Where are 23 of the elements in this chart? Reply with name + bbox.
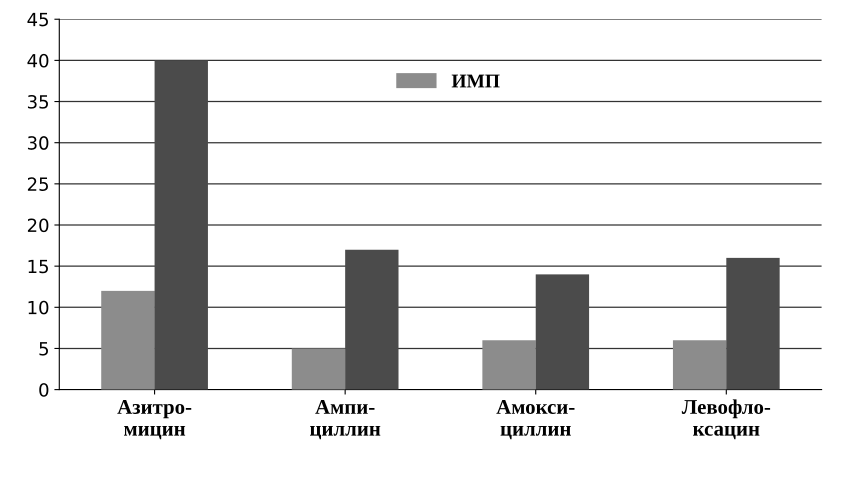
x-tick-label: Азитро- мицин — [117, 400, 192, 440]
x-tick-label: Амокси- циллин — [496, 400, 574, 440]
bar — [345, 250, 399, 390]
y-tick-label: 30 — [28, 136, 48, 150]
y-tick-label: 5 — [39, 342, 48, 356]
y-tick-label: 0 — [39, 383, 48, 397]
bar — [672, 340, 726, 390]
y-tick-label: 45 — [27, 12, 48, 26]
bar — [482, 340, 536, 390]
bar — [536, 274, 590, 390]
y-tick-label: 20 — [28, 218, 48, 232]
legend-label: ИМП — [452, 74, 500, 88]
y-tick-label: 40 — [27, 54, 48, 68]
bar — [726, 258, 780, 390]
x-tick-label: Левофло- ксацин — [682, 399, 770, 440]
x-tick-label: Ампи- циллин — [310, 400, 380, 440]
bar — [101, 290, 155, 390]
y-tick-label: 25 — [28, 177, 48, 191]
y-tick-label: 10 — [28, 300, 48, 314]
y-tick-label: 15 — [28, 260, 48, 274]
bar — [292, 348, 346, 390]
bar — [154, 60, 208, 390]
y-tick-label: 35 — [28, 95, 48, 109]
